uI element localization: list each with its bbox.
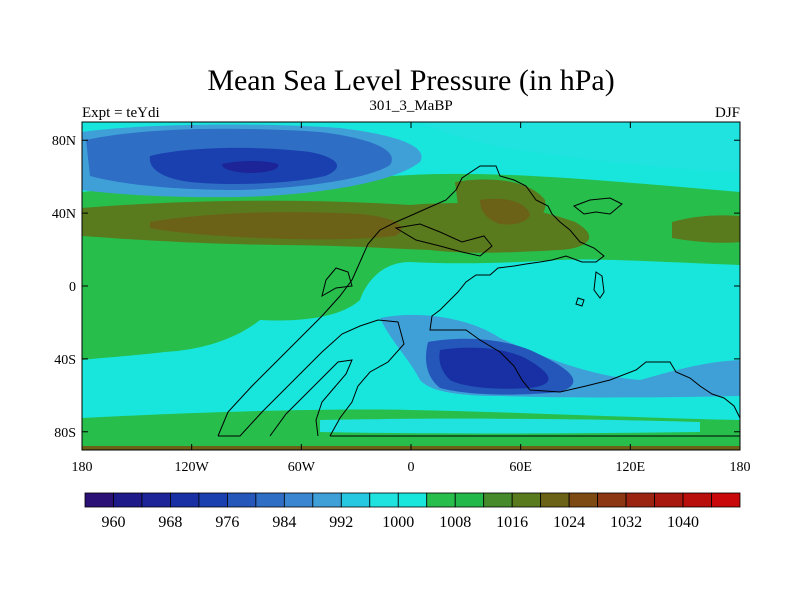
colorbar-swatch (625, 492, 655, 508)
colorbar-label: 1024 (553, 514, 585, 531)
colorbar-swatch (226, 492, 257, 508)
field-asia-high-1020 (480, 198, 530, 225)
x-tick-label: 120W (175, 460, 210, 475)
field-west-green-1008 (82, 285, 260, 360)
colorbar-label: 1000 (382, 514, 414, 531)
colorbar-swatch (654, 492, 684, 508)
y-tick-label: 0 (69, 280, 76, 295)
chart-right-label: DJF (715, 105, 740, 121)
colorbar-swatch (426, 492, 456, 508)
colorbar-label: 976 (215, 514, 239, 531)
colorbar-swatch (141, 492, 171, 508)
field-arctic-1000 (420, 122, 740, 172)
colorbar-swatch (597, 492, 627, 508)
continent-outline-south-america (218, 319, 405, 437)
field-antarctic-1000 (320, 418, 700, 434)
colorbar-swatch (198, 492, 228, 508)
colorbar-swatch (340, 492, 371, 508)
field-north-high-1020 (150, 212, 402, 240)
colorbar-swatch (540, 492, 570, 508)
colorbar-label: 960 (101, 514, 125, 531)
colorbar (84, 492, 741, 508)
field-north-low-968 (222, 161, 279, 173)
x-tick-label: 120E (616, 460, 646, 475)
pressure-field (82, 122, 740, 450)
continent-outline-main (217, 165, 740, 437)
continent-outline-island-1 (593, 271, 605, 299)
x-axis: 180 120W 60W 0 60E 120E 180 (72, 122, 751, 475)
colorbar-swatch (283, 492, 314, 508)
colorbar-swatch (568, 492, 599, 508)
colorbar-label: 1008 (439, 514, 471, 531)
colorbar-swatch (84, 492, 114, 508)
x-tick-label: 60E (509, 460, 532, 475)
continent-outline-asia-east (573, 197, 623, 215)
chart-left-label: Expt = teYdi (82, 105, 160, 121)
continent-outline-europe (321, 267, 353, 298)
colorbar-swatch (454, 492, 485, 508)
y-tick-label: 80N (52, 134, 76, 149)
colorbar-swatch (255, 492, 285, 508)
y-tick-label: 40N (52, 207, 76, 222)
colorbar-label: 968 (158, 514, 182, 531)
x-tick-label: 60W (288, 460, 316, 475)
colorbar-label: 1040 (667, 514, 699, 531)
colorbar-swatch (170, 492, 200, 508)
y-axis: 80N 40N 0 40S 80S (52, 134, 740, 441)
x-tick-label: 180 (730, 460, 751, 475)
continent-outline-inland-sea (394, 223, 493, 257)
x-tick-label: 180 (72, 460, 93, 475)
chart-title: Mean Sea Level Pressure (in hPa) (207, 64, 614, 97)
colorbar-swatch (511, 492, 542, 508)
colorbar-label: 992 (329, 514, 353, 531)
colorbar-swatch (113, 492, 143, 508)
field-north-high-1016-east (672, 215, 740, 243)
colorbar-swatch (682, 492, 712, 508)
colorbar-swatch (483, 492, 513, 508)
x-tick-label: 0 (408, 460, 415, 475)
y-tick-label: 40S (54, 353, 76, 368)
colorbar-labels: 960 968 976 984 992 1000 1008 1016 1024 1032 1040 (101, 514, 699, 531)
colorbar-label: 1016 (496, 514, 528, 531)
y-tick-label: 80S (54, 426, 76, 441)
continent-outline-inner (269, 359, 353, 437)
colorbar-swatch (369, 492, 399, 508)
colorbar-label: 1032 (610, 514, 642, 531)
chart-subtitle: 301_3_MaBP (369, 98, 452, 114)
colorbar-label: 984 (272, 514, 296, 531)
coastline-outlines (217, 165, 740, 437)
colorbar-swatch (397, 492, 428, 508)
continent-outline-island-2 (575, 297, 585, 307)
colorbar-swatch (711, 492, 741, 508)
colorbar-swatch (312, 492, 342, 508)
